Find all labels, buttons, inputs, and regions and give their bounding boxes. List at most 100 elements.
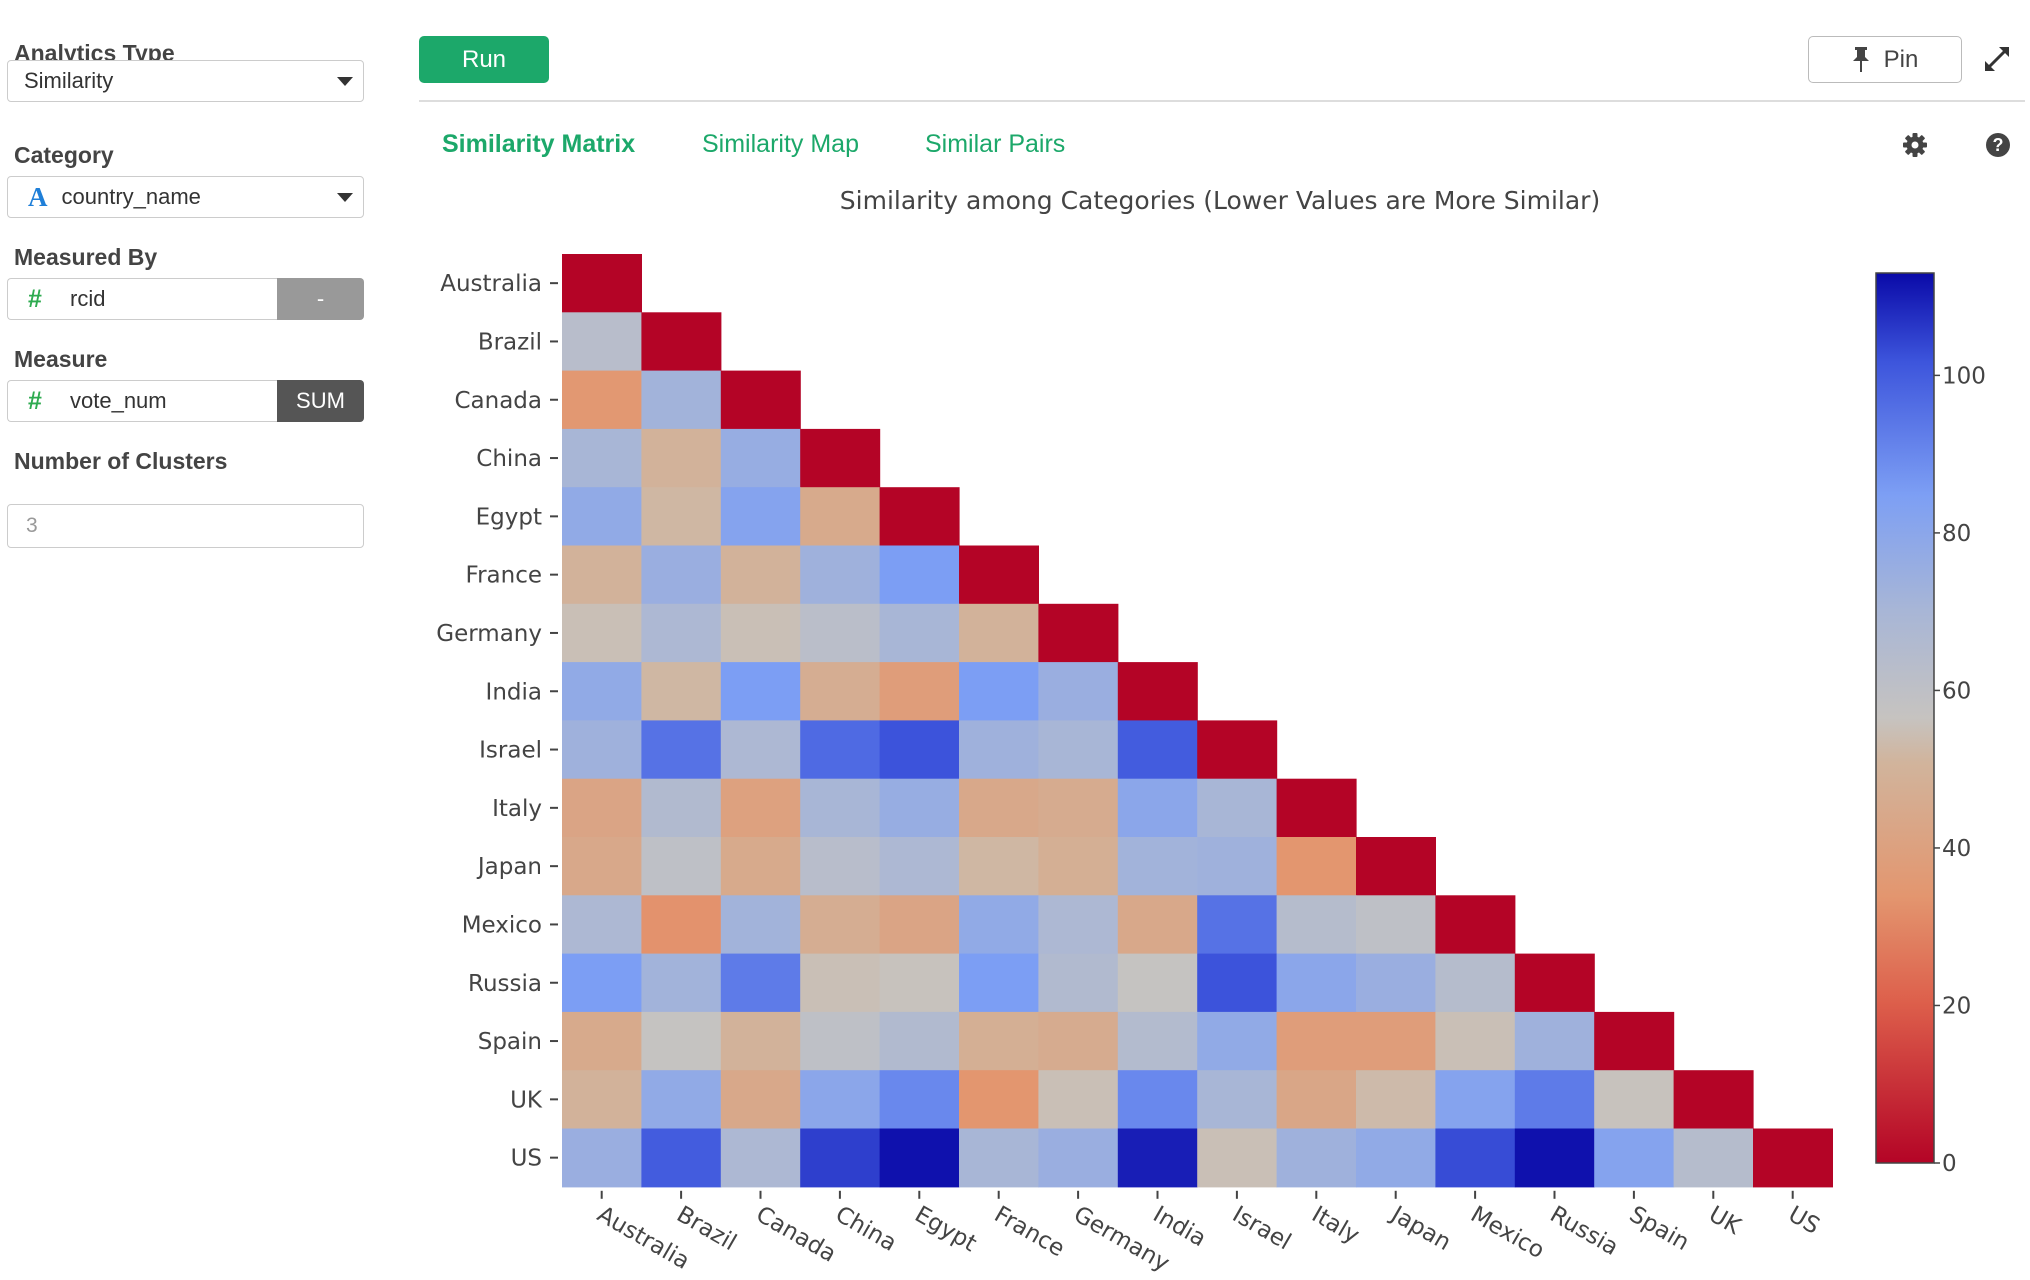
heatmap-cell	[720, 1128, 801, 1188]
measured-by-field: # rcid -	[7, 278, 364, 320]
heatmap-cell	[1117, 953, 1198, 1013]
heatmap-cell	[641, 1070, 722, 1130]
run-button[interactable]: Run	[419, 36, 549, 83]
heatmap-cell	[1038, 1128, 1119, 1188]
y-tick-label: Brazil	[478, 329, 542, 355]
heatmap-cell	[562, 837, 642, 896]
heatmap-cell	[1276, 1070, 1357, 1130]
heatmap-cell	[1356, 837, 1436, 896]
x-tick-label: China	[831, 1201, 901, 1256]
heatmap-cell	[1038, 953, 1119, 1013]
measure-select[interactable]: # vote_num	[7, 380, 277, 422]
heatmap-cell	[1276, 778, 1357, 838]
heatmap-cell	[800, 953, 881, 1013]
heatmap-cell	[879, 662, 960, 721]
pin-label: Pin	[1883, 45, 1919, 73]
heatmap-cell	[720, 720, 801, 780]
y-tick-label: Russia	[468, 971, 542, 997]
pin-button[interactable]: Pin	[1808, 36, 1962, 83]
heatmap-cell	[1514, 1128, 1595, 1188]
heatmap-cell	[800, 545, 881, 605]
help-icon[interactable]: ?	[1983, 130, 2013, 160]
chevron-down-icon	[337, 77, 353, 86]
measure-aggregate-button[interactable]: SUM	[277, 380, 364, 422]
measured-by-aggregate-button[interactable]: -	[277, 278, 364, 320]
heatmap-cell	[959, 545, 1039, 605]
heatmap-cell	[1435, 1011, 1516, 1071]
tab-similarity-matrix[interactable]: Similarity Matrix	[442, 130, 636, 158]
tab-similarity-map[interactable]: Similarity Map	[702, 130, 859, 158]
heatmap-cell	[800, 895, 881, 955]
heatmap-cell	[1356, 895, 1436, 955]
heatmap-cell	[879, 1128, 960, 1188]
heatmap-cell	[562, 720, 642, 780]
x-tick-label: Egypt	[910, 1201, 980, 1257]
heatmap-cell	[1038, 778, 1119, 838]
heatmap-cell	[1117, 895, 1198, 955]
heatmap-cell	[879, 1011, 960, 1071]
heatmap-cell	[1197, 778, 1278, 838]
heatmap-cell	[1435, 1070, 1516, 1130]
heatmap-cell	[800, 487, 881, 547]
heatmap-cell	[1753, 1128, 1833, 1188]
heatmap-cell	[879, 487, 960, 547]
heatmap-cell	[1435, 895, 1516, 955]
heatmap-cell	[800, 603, 881, 663]
gear-icon[interactable]	[1900, 130, 1930, 160]
clusters-input[interactable]: 3	[7, 504, 364, 548]
heatmap-cell	[720, 662, 801, 721]
heatmap-cell	[1197, 895, 1278, 955]
x-tick-label: Italy	[1307, 1201, 1363, 1248]
y-tick-label: Australia	[440, 271, 542, 297]
y-tick-label: China	[476, 446, 542, 472]
heatmap-cell	[959, 953, 1039, 1013]
x-tick-label: Russia	[1546, 1201, 1623, 1261]
heatmap-cell	[800, 662, 881, 721]
heatmap-cell	[641, 603, 722, 663]
heatmap-cell	[800, 778, 881, 838]
heatmap-cell	[959, 603, 1039, 663]
heatmap-cell	[1038, 1011, 1119, 1071]
heatmap-cell	[879, 837, 960, 896]
heatmap-cell	[1276, 895, 1357, 955]
x-tick-label: Japan	[1385, 1200, 1455, 1256]
measured-by-label: Measured By	[14, 244, 158, 270]
tab-similar-pairs[interactable]: Similar Pairs	[925, 130, 1066, 158]
heatmap-cell	[1356, 953, 1436, 1013]
heatmap-cell	[879, 895, 960, 955]
heatmap-cell	[1197, 1128, 1278, 1188]
heatmap-cell	[641, 953, 722, 1013]
measured-by-value: rcid	[70, 286, 106, 311]
heatmap-cell	[1276, 953, 1357, 1013]
heatmap-cell	[562, 428, 642, 488]
analytics-type-select[interactable]: Similarity	[7, 60, 364, 102]
sidebar: Analytics Type Similarity Category A cou…	[0, 0, 380, 1280]
x-tick-label: Israel	[1228, 1201, 1295, 1255]
heatmap-cell	[562, 370, 642, 430]
heatmap-cell	[1038, 720, 1119, 780]
number-type-icon: #	[28, 386, 42, 415]
heatmap-cell	[1038, 837, 1119, 896]
expand-icon[interactable]	[1982, 44, 2012, 74]
heatmap-cell	[1276, 837, 1357, 896]
measure-field: # vote_num SUM	[7, 380, 364, 422]
x-tick-label: France	[990, 1201, 1069, 1262]
heatmap-cell	[720, 837, 801, 896]
y-tick-label: Spain	[478, 1029, 542, 1055]
category-select[interactable]: A country_name	[7, 176, 364, 218]
heatmap-cell	[562, 487, 642, 547]
heatmap-cell	[1197, 1070, 1278, 1130]
measured-by-select[interactable]: # rcid	[7, 278, 277, 320]
number-type-icon: #	[28, 284, 42, 313]
heatmap-cell	[800, 720, 881, 780]
heatmap-cell	[1117, 837, 1198, 896]
heatmap-cell	[959, 1128, 1039, 1188]
heatmap-cell	[562, 254, 642, 313]
y-tick-label: Israel	[479, 738, 542, 764]
heatmap-cell	[641, 778, 722, 838]
colorbar-tick-label: 0	[1942, 1151, 1957, 1177]
category-label: Category	[14, 142, 114, 168]
x-tick-label: Mexico	[1466, 1201, 1549, 1264]
heatmap-cell	[641, 370, 722, 430]
heatmap-cell	[879, 778, 960, 838]
